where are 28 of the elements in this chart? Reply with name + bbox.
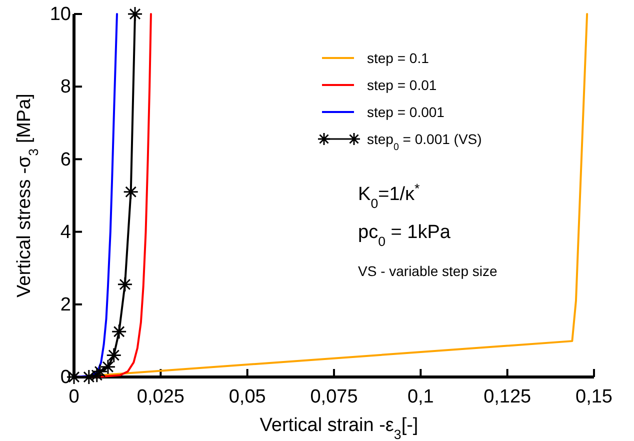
y-tick-label: 10 — [50, 4, 71, 26]
x-axis-title: Vertical strain -ε$_{3}$[-] — [260, 415, 418, 441]
x-tick-label: 0,1 — [407, 386, 434, 408]
point — [111, 324, 127, 340]
legend-label: step = 0.01 — [367, 77, 437, 93]
x-tick-label: 0,05 — [228, 386, 266, 408]
annotation: VS - variable step size — [358, 263, 498, 279]
annotation: K$_{0}$=1/κ$^{*}$ — [358, 180, 420, 210]
y-tick-label: 6 — [60, 149, 71, 170]
y-tick-label: 4 — [60, 222, 72, 243]
y-tick-label: 8 — [60, 76, 71, 98]
legend-label: step = 0.1 — [367, 50, 430, 66]
legend-label: step = 0.001 — [367, 104, 445, 120]
point — [92, 364, 108, 380]
point — [123, 184, 139, 200]
point — [106, 347, 122, 363]
x-tick-label: 0,075 — [310, 386, 358, 408]
x-tick-label: 0,025 — [136, 386, 184, 408]
annotation: pc$_{0}$ = 1kPa — [358, 222, 451, 248]
y-tick-label: 0 — [60, 367, 71, 388]
x-tick-label: 0,125 — [484, 386, 532, 408]
x-tick-label: 0,15 — [576, 386, 612, 408]
legend-label: step$_{0}$ = 0.001 (VS) — [367, 131, 482, 152]
point — [89, 367, 105, 383]
point — [100, 359, 116, 375]
point — [127, 6, 143, 22]
y-tick-label: 2 — [60, 294, 71, 316]
point — [117, 276, 133, 292]
